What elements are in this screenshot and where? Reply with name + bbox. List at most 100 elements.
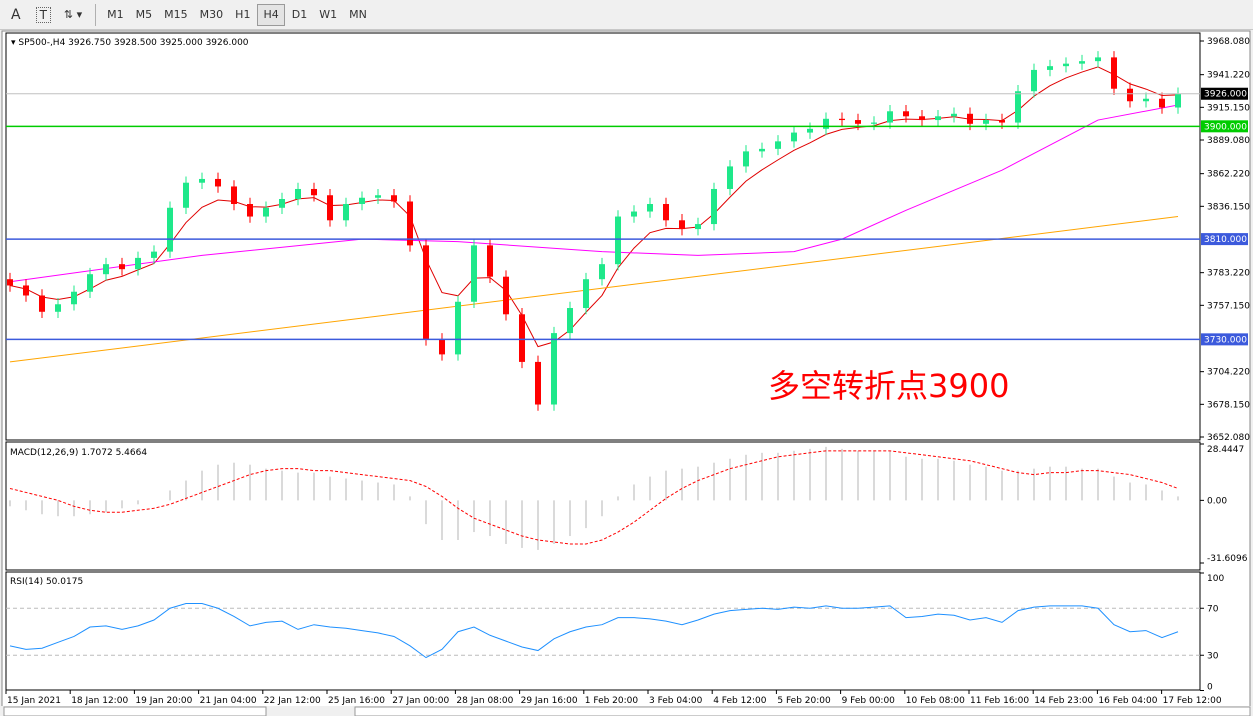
bear-candle: [327, 195, 333, 221]
bull-candle: [455, 301, 461, 355]
bear-candle: [967, 113, 973, 124]
price-tick-label: 3889.080: [1207, 136, 1250, 146]
time-tick-label: 27 Jan 00:00: [392, 696, 449, 706]
bull-candle: [359, 197, 365, 205]
bull-candle: [263, 207, 269, 217]
price-tick-label: 3652.080: [1207, 433, 1250, 443]
time-tick-label: 15 Jan 2021: [7, 696, 61, 706]
bear-candle: [663, 204, 669, 221]
bear-candle: [215, 178, 221, 187]
bull-candle: [87, 274, 93, 292]
bull-candle: [1031, 69, 1037, 92]
bear-candle: [535, 361, 541, 405]
bull-candle: [1079, 61, 1085, 64]
time-tick-label: 21 Jan 04:00: [200, 696, 257, 706]
bear-candle: [903, 111, 909, 117]
level-price-tag: [1201, 120, 1248, 133]
fast-moving-average-line: [9, 66, 1179, 348]
bull-candle: [743, 151, 749, 167]
current-price-label: 3926.000: [1204, 90, 1247, 100]
bull-candle: [727, 166, 733, 189]
bull-candle: [631, 211, 637, 217]
time-tick-label: 10 Feb 08:00: [906, 696, 965, 706]
bear-candle: [519, 314, 525, 362]
bull-candle: [871, 122, 877, 124]
rsi-line: [9, 603, 1179, 659]
time-tick-label: 28 Jan 08:00: [456, 696, 513, 706]
macd-signal-line: [9, 450, 1179, 545]
price-tick-label: 3862.220: [1207, 170, 1250, 180]
timeframe-d1[interactable]: D1: [291, 8, 308, 21]
macd-pane: [5, 441, 1201, 571]
bear-candle: [119, 264, 125, 270]
bear-candle: [679, 220, 685, 230]
bull-candle: [551, 333, 557, 405]
time-tick-label: 3 Feb 04:00: [649, 696, 703, 706]
text-label-tool-button[interactable]: T: [35, 6, 51, 23]
bull-candle: [55, 304, 61, 312]
divider: [95, 3, 97, 26]
timeframe-h1[interactable]: H1: [235, 8, 251, 21]
time-tick-label: 22 Jan 12:00: [264, 696, 321, 706]
timeframe-m5[interactable]: M5: [135, 8, 153, 21]
toolbar: A T ⇅ ▾ M1 M5 M15 M30 H1 H4 D1 W1 MN: [0, 0, 1253, 30]
bull-candle: [583, 279, 589, 309]
price-tick-label: 3678.150: [1207, 400, 1250, 410]
price-tick-label: 3704.220: [1207, 368, 1250, 378]
macd-tick-label: -31.6096: [1207, 554, 1248, 564]
bull-candle: [935, 116, 941, 121]
price-tick-label: 3941.220: [1207, 71, 1250, 81]
bear-candle: [311, 188, 317, 196]
arrows-tool-dropdown[interactable]: ⇅ ▾: [59, 4, 87, 26]
bull-candle: [711, 188, 717, 225]
bull-candle: [103, 264, 109, 275]
macd-tick-label: 28.4447: [1207, 445, 1244, 455]
timeframe-m15[interactable]: M15: [164, 8, 188, 21]
bear-candle: [247, 204, 253, 217]
chart-window[interactable]: ▾ SP500-,H4 3926.750 3928.500 3925.000 3…: [0, 30, 1253, 716]
level-price-label: 3730.000: [1204, 335, 1247, 345]
bull-candle: [759, 148, 765, 152]
timeframe-h4[interactable]: H4: [257, 3, 285, 26]
price-series: [7, 51, 1181, 411]
bear-candle: [919, 116, 925, 121]
macd-label: MACD(12,26,9) 1.7072 5.4664: [10, 448, 147, 458]
bull-candle: [615, 216, 621, 265]
time-tick-label: 11 Feb 16:00: [970, 696, 1029, 706]
bear-candle: [999, 120, 1005, 123]
bear-candle: [423, 245, 429, 340]
bull-candle: [695, 224, 701, 230]
bear-candle: [839, 118, 845, 121]
text-tool-button[interactable]: A: [11, 6, 21, 23]
bull-candle: [1095, 57, 1101, 62]
time-tick-label: 19 Jan 20:00: [135, 696, 192, 706]
level-price-label: 3810.000: [1204, 235, 1247, 245]
horizontal-scrollbar[interactable]: [354, 706, 1251, 716]
bull-candle: [1175, 93, 1181, 108]
rsi-label: RSI(14) 50.0175: [10, 577, 83, 587]
bull-candle: [279, 198, 285, 208]
bull-candle: [791, 132, 797, 142]
time-tick-label: 18 Jan 12:00: [71, 696, 128, 706]
bear-candle: [487, 245, 493, 277]
bull-candle: [1063, 63, 1069, 67]
bull-candle: [567, 308, 573, 334]
level-price-tag: [1201, 333, 1248, 346]
bear-candle: [439, 339, 445, 355]
bull-candle: [199, 178, 205, 183]
time-tick-label: 4 Feb 12:00: [713, 696, 767, 706]
bear-candle: [503, 276, 509, 315]
macd-series: [9, 446, 1179, 550]
bull-candle: [1015, 91, 1021, 123]
time-tick-label: 1 Feb 20:00: [585, 696, 639, 706]
chart-title: ▾ SP500-,H4 3926.750 3928.500 3925.000 3…: [11, 38, 249, 48]
price-tick-label: 3968.080: [1207, 37, 1250, 47]
bear-candle: [391, 195, 397, 202]
timeframe-m1[interactable]: M1: [107, 8, 124, 21]
bear-candle: [1111, 57, 1117, 89]
timeframe-mn[interactable]: MN: [349, 8, 367, 21]
bull-candle: [823, 118, 829, 129]
timeframe-m30[interactable]: M30: [199, 8, 224, 21]
timeframe-w1[interactable]: W1: [319, 8, 338, 21]
bull-candle: [983, 120, 989, 124]
